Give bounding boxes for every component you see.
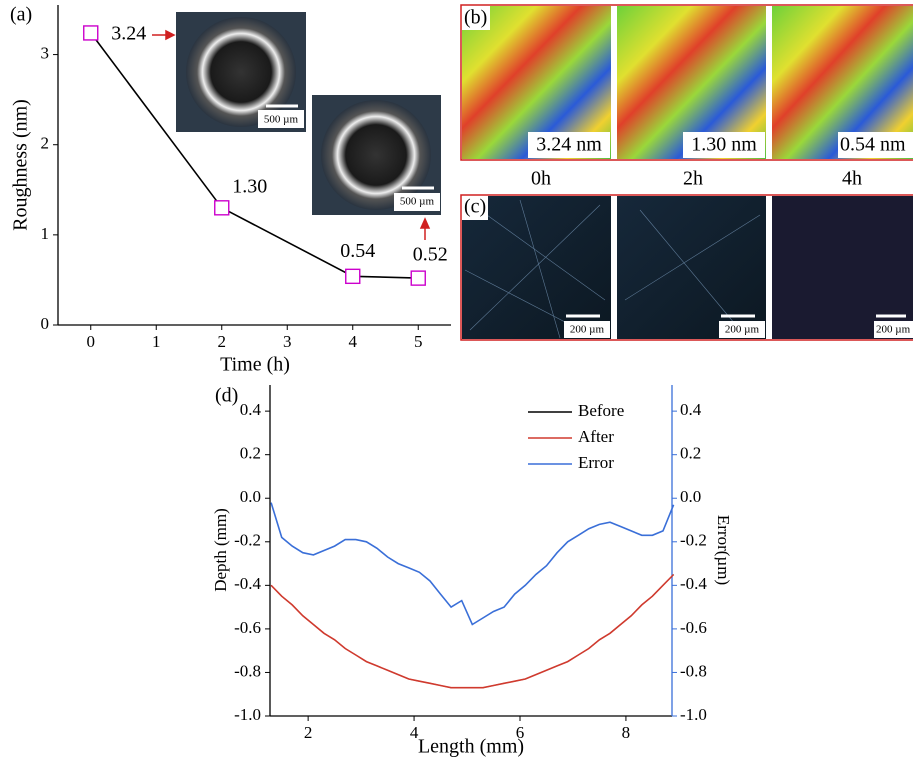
x-tick-label: 3 <box>283 332 292 351</box>
roughness-label: 3.24 nm <box>536 134 602 156</box>
y2-tick-label: -1.0 <box>680 705 707 724</box>
time-label: 2h <box>683 168 703 190</box>
y2-tick-label: -0.2 <box>680 531 707 550</box>
value-label: 1.30 <box>232 175 267 197</box>
page: {"chart_data":[ {"type":"line","panel":"… <box>0 0 913 764</box>
y2-tick-label: 0.4 <box>680 400 702 419</box>
y-axis-label: Roughness (nm) <box>10 99 32 231</box>
x-tick-label: 4 <box>349 332 358 351</box>
roughness-label: 0.54 nm <box>840 134 906 156</box>
scale-label: 500 µm <box>400 196 435 208</box>
panel-label: (d) <box>215 385 238 407</box>
panel-label: (b) <box>464 7 487 29</box>
x-axis-label: Length (mm) <box>418 736 524 758</box>
y-tick-label: -0.4 <box>234 574 261 593</box>
value-label: 3.24 <box>111 23 146 45</box>
x-axis-label: Time (h) <box>220 354 290 376</box>
x-tick-label: 5 <box>414 332 423 351</box>
legend-label: Before <box>578 401 624 420</box>
y2-tick-label: -0.8 <box>680 661 707 680</box>
y-tick-label: -0.2 <box>234 531 261 550</box>
y2-tick-label: 0.0 <box>680 487 701 506</box>
legend-label: After <box>578 427 614 446</box>
panel-label: (a) <box>10 4 32 26</box>
series-line <box>271 575 673 688</box>
y2-tick-label: -0.4 <box>680 574 707 593</box>
series-line <box>271 503 673 625</box>
scale-label: 200 µm <box>876 324 911 336</box>
y-tick-label: 0.4 <box>240 400 262 419</box>
x-tick-label: 2 <box>304 723 313 742</box>
dark-field-image <box>617 196 766 339</box>
y-tick-label: 0.0 <box>240 487 261 506</box>
roughness-label: 1.30 nm <box>691 134 757 156</box>
legend-label: Error <box>578 453 614 472</box>
time-label: 0h <box>531 168 551 190</box>
scale-label: 200 µm <box>725 324 760 336</box>
x-tick-label: 2 <box>218 332 227 351</box>
panel-label: (c) <box>464 196 486 218</box>
y-tick-label: 0 <box>41 314 50 333</box>
y2-tick-label: -0.6 <box>680 618 707 637</box>
y-tick-label: 0.2 <box>240 444 261 463</box>
y-tick-label: 1 <box>41 224 50 243</box>
marker <box>411 271 425 285</box>
y-tick-label: 2 <box>41 134 50 153</box>
marker <box>84 26 98 40</box>
scale-label: 500 µm <box>264 114 299 126</box>
time-label: 4h <box>842 168 862 190</box>
y-tick-label: -0.8 <box>234 661 261 680</box>
y2-axis-label: Error(µm) <box>714 515 733 585</box>
y-axis-label: Depth (mm) <box>211 508 230 592</box>
x-tick-label: 1 <box>152 332 161 351</box>
figure: 500 µm 500 µm (b) 3.24 nm 1.30 nm 0.54 n… <box>0 0 913 764</box>
y2-tick-label: 0.2 <box>680 444 701 463</box>
dark-field-image <box>772 196 913 339</box>
value-label: 0.52 <box>413 244 448 266</box>
x-tick-label: 0 <box>87 332 96 351</box>
x-tick-label: 8 <box>622 723 631 742</box>
y-tick-label: -1.0 <box>234 705 261 724</box>
marker <box>346 269 360 283</box>
scale-label: 200 µm <box>570 324 605 336</box>
y-tick-label: -0.6 <box>234 618 261 637</box>
y-tick-label: 3 <box>41 43 50 62</box>
marker <box>215 201 229 215</box>
value-label: 0.54 <box>340 240 375 262</box>
